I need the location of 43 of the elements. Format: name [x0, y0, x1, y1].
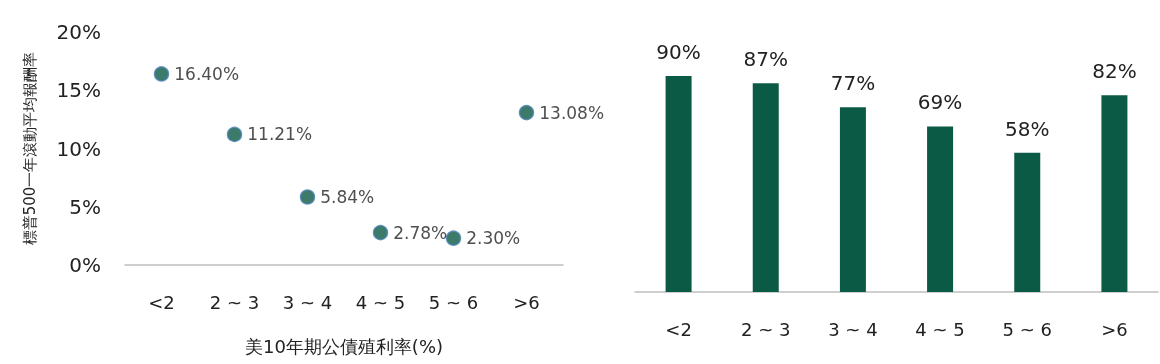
data-label: 2.30% [466, 228, 521, 249]
y-tick-label: 0% [69, 253, 101, 277]
x-axis-title: 美10年期公債殖利率(%) [244, 335, 444, 357]
bar [1101, 95, 1128, 292]
x-tick-label: 4 ~ 5 [915, 318, 965, 340]
x-tick-label: 3 ~ 4 [828, 318, 878, 340]
bar [752, 83, 779, 292]
data-label: 13.08% [539, 102, 605, 123]
data-label: 77% [830, 71, 876, 96]
data-label: 2.78% [393, 222, 448, 243]
bar [839, 107, 866, 292]
point [372, 224, 389, 241]
point [226, 126, 243, 143]
data-label: 69% [917, 90, 963, 115]
data-label: 82% [1092, 59, 1137, 84]
x-tick-label: 4 ~ 5 [355, 291, 406, 313]
x-tick-label: 2 ~ 3 [209, 291, 260, 313]
y-tick-label: 10% [56, 136, 101, 161]
point [153, 66, 170, 82]
x-tick-label: 5 ~ 6 [428, 291, 479, 313]
x-tick-label: 2 ~ 3 [741, 318, 791, 340]
y-tick-label: 15% [56, 78, 101, 103]
x-tick-label: 3 ~ 4 [282, 291, 333, 313]
bar [665, 76, 692, 292]
data-label: 87% [743, 47, 788, 72]
data-label: 16.40% [174, 63, 240, 84]
point [445, 230, 462, 246]
x-tick-label: <2 [148, 291, 175, 313]
x-tick-label: 5 ~ 6 [1002, 318, 1052, 340]
y-axis-title: 標普500一年滾動平均報酬率 [20, 51, 39, 246]
point [518, 104, 535, 121]
point [299, 189, 316, 205]
data-label: 5.84% [320, 186, 375, 207]
data-label: 58% [1005, 116, 1050, 141]
y-tick-label: 5% [69, 194, 101, 219]
y-tick-label: 20% [56, 20, 101, 44]
data-label: 11.21% [247, 124, 313, 145]
bar [927, 126, 954, 292]
bar [1014, 152, 1041, 292]
x-tick-label: <2 [665, 318, 692, 340]
data-label: 90% [656, 40, 701, 64]
x-tick-label: >6 [1101, 318, 1128, 340]
x-tick-label: >6 [513, 291, 540, 313]
